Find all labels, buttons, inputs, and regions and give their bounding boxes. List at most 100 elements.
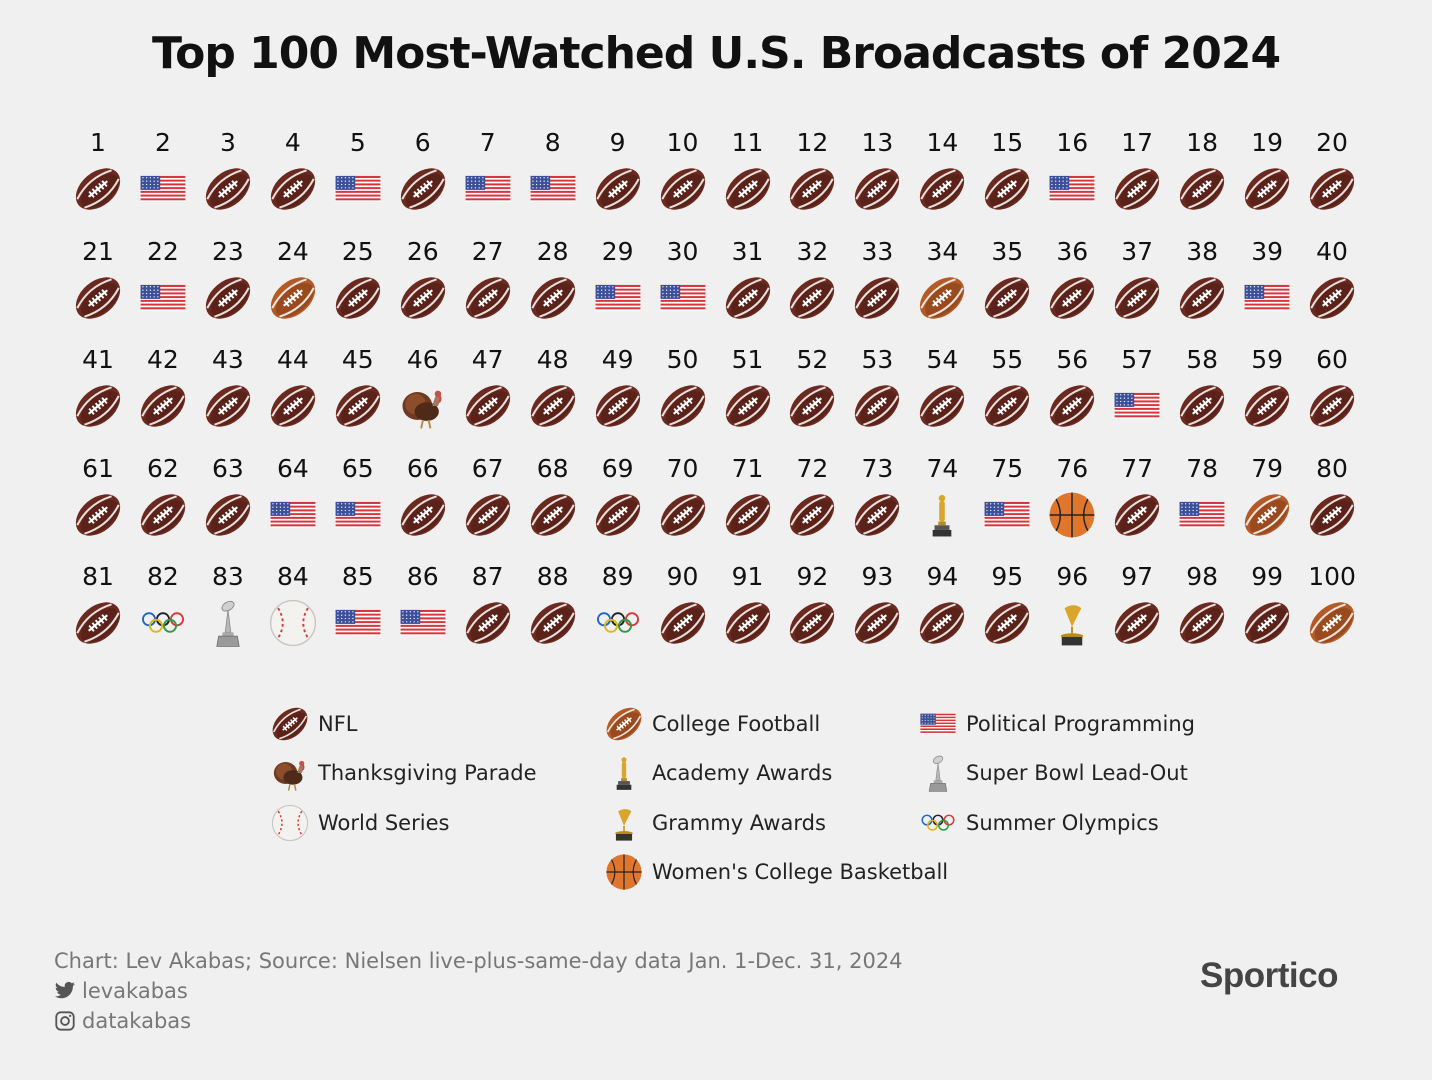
nfl-football-icon [784, 378, 840, 434]
us-flag-icon [135, 270, 191, 326]
rank-cell: 87 [456, 562, 520, 662]
rank-number: 79 [1251, 453, 1283, 483]
rank-cell: 23 [196, 237, 260, 337]
rank-number: 44 [276, 345, 309, 374]
us-flag-icon [1239, 270, 1295, 326]
rank-cell: 96 [1040, 562, 1104, 662]
rank-cell: 77 [1105, 454, 1169, 554]
rank-cell: 79 [1235, 454, 1299, 554]
lombardi-trophy-icon [200, 595, 256, 651]
credit-line: Chart: Lev Akabas; Source: Nielsen live-… [54, 946, 903, 976]
rank-cell: 49 [586, 345, 650, 445]
rank-cell: 9 [586, 128, 650, 228]
nfl-football-icon [914, 161, 970, 217]
rank-cell: 42 [131, 345, 195, 445]
nfl-football-icon [1304, 161, 1360, 217]
us-flag-icon [1109, 378, 1165, 434]
rank-number: 82 [147, 562, 179, 591]
us-flag-icon [330, 487, 386, 543]
nfl-football-icon [525, 270, 581, 326]
rank-cell: 26 [391, 237, 455, 337]
rank-cell: 10 [651, 128, 715, 228]
us-flag-icon [590, 270, 646, 326]
nfl-football-icon [655, 487, 711, 543]
rank-number: 14 [926, 128, 959, 157]
nfl-football-icon [1304, 487, 1360, 543]
rank-cell: 53 [845, 345, 909, 445]
rank-number: 29 [601, 236, 634, 266]
legend-item-nfl: NFL [268, 702, 358, 746]
legend-label: Women's College Basketball [652, 860, 949, 884]
nfl-football-icon [849, 595, 905, 651]
rank-cell: 18 [1170, 128, 1234, 228]
nfl-football-icon [849, 270, 905, 326]
rank-number: 40 [1316, 236, 1348, 266]
rank-number: 18 [1186, 128, 1219, 157]
rank-number: 80 [1316, 453, 1348, 483]
rank-cell: 3 [196, 128, 260, 228]
rank-number: 3 [219, 128, 236, 157]
rank-cell: 14 [910, 128, 974, 228]
nfl-football-icon [200, 487, 256, 543]
rank-number: 60 [1316, 345, 1348, 374]
nfl-football-icon [1304, 270, 1360, 326]
nfl-football-icon [590, 161, 646, 217]
rank-number: 96 [1056, 562, 1089, 591]
us-flag-icon [1044, 161, 1100, 217]
footer: Chart: Lev Akabas; Source: Nielsen live-… [54, 946, 903, 1036]
nfl-football-icon [1044, 270, 1100, 326]
rank-number: 69 [601, 453, 634, 483]
rank-number: 74 [926, 453, 959, 483]
rank-cell: 24 [261, 237, 325, 337]
basketball-icon [1044, 487, 1100, 543]
rank-cell: 34 [910, 237, 974, 337]
nfl-football-icon [720, 378, 776, 434]
rank-cell: 28 [521, 237, 585, 337]
rank-number: 9 [609, 128, 626, 157]
rank-number: 27 [471, 236, 504, 266]
rank-cell: 69 [586, 454, 650, 554]
college-football-icon [602, 702, 646, 746]
rank-cell: 37 [1105, 237, 1169, 337]
rank-cell: 29 [586, 237, 650, 337]
rank-number: 11 [731, 128, 764, 157]
twitter-handle: levakabas [82, 979, 188, 1003]
rank-number: 10 [666, 128, 699, 157]
rank-number: 77 [1121, 453, 1154, 483]
rank-cell: 12 [780, 128, 844, 228]
rank-number: 62 [147, 453, 179, 483]
rank-cell: 15 [975, 128, 1039, 228]
rank-number: 53 [861, 345, 894, 374]
rank-cell: 91 [716, 562, 780, 662]
rank-number: 75 [991, 453, 1024, 483]
rank-cell: 99 [1235, 562, 1299, 662]
rank-cell: 47 [456, 345, 520, 445]
nfl-football-icon [200, 270, 256, 326]
nfl-football-icon [265, 378, 321, 434]
us-flag-icon [265, 487, 321, 543]
legend-label: Super Bowl Lead-Out [966, 761, 1188, 785]
rank-number: 85 [341, 562, 374, 591]
nfl-football-icon [1109, 270, 1165, 326]
nfl-football-icon [70, 378, 126, 434]
rank-cell: 86 [391, 562, 455, 662]
rank-number: 81 [82, 562, 114, 591]
rank-number: 73 [861, 453, 894, 483]
rank-cell: 7 [456, 128, 520, 228]
rank-cell: 44 [261, 345, 325, 445]
rank-number: 84 [276, 562, 309, 591]
legend-item-political: Political Programming [916, 702, 1195, 746]
us-flag-icon [395, 595, 451, 651]
college-football-icon [265, 270, 321, 326]
instagram-handle-row: datakabas [54, 1006, 903, 1036]
rank-cell: 51 [716, 345, 780, 445]
legend-item-thanksgiving: Thanksgiving Parade [268, 751, 537, 795]
rank-number: 90 [666, 562, 699, 591]
rank-cell: 38 [1170, 237, 1234, 337]
rank-cell: 97 [1105, 562, 1169, 662]
rank-number: 20 [1316, 128, 1348, 157]
nfl-football-icon [784, 595, 840, 651]
nfl-football-icon [849, 487, 905, 543]
rank-number: 78 [1186, 453, 1219, 483]
gramophone-icon [602, 801, 646, 845]
